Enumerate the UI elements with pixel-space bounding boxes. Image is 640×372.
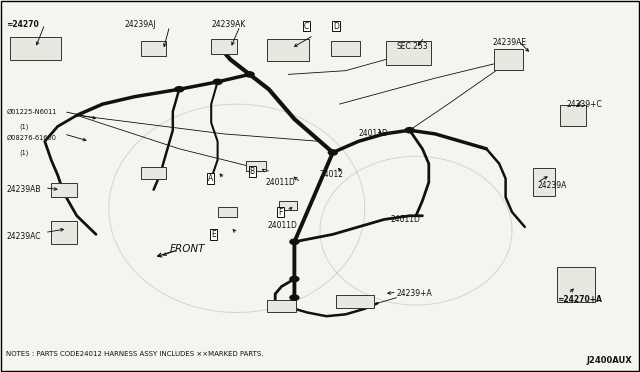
Bar (386, 41, 431, 65)
Bar (332, 41, 360, 56)
Text: B: B (250, 167, 255, 176)
Text: D: D (333, 22, 339, 31)
Text: F: F (278, 208, 283, 217)
Bar (141, 41, 166, 56)
Text: 24239AB: 24239AB (6, 185, 41, 194)
Circle shape (405, 128, 414, 133)
Bar (51, 221, 77, 244)
Text: Ø01225-N6011: Ø01225-N6011 (6, 109, 57, 115)
Text: 24239AJ: 24239AJ (125, 20, 156, 29)
Circle shape (290, 276, 299, 282)
Bar (560, 105, 586, 126)
Text: J2400AUX: J2400AUX (587, 356, 632, 365)
Bar (557, 267, 595, 302)
Bar (141, 167, 166, 179)
Text: 24239AK: 24239AK (211, 20, 246, 29)
Text: 24011D: 24011D (268, 221, 298, 230)
Text: (1): (1) (19, 123, 29, 130)
Text: (1): (1) (19, 149, 29, 156)
Text: 24239AE: 24239AE (493, 38, 527, 47)
Text: ≂24270: ≂24270 (6, 20, 39, 29)
Bar (532, 168, 555, 196)
Circle shape (328, 150, 337, 155)
Bar (279, 201, 297, 210)
Text: ≂24270+A: ≂24270+A (557, 295, 602, 304)
Circle shape (290, 295, 299, 300)
Circle shape (290, 239, 299, 244)
Text: NOTES : PARTS CODE24012 HARNESS ASSY INCLUDES ××MARKED PARTS.: NOTES : PARTS CODE24012 HARNESS ASSY INC… (6, 351, 264, 357)
Text: 24011D: 24011D (266, 178, 296, 187)
Bar (268, 39, 309, 61)
Bar (211, 39, 237, 54)
Text: E: E (211, 230, 216, 239)
Circle shape (175, 87, 184, 92)
Bar (218, 207, 237, 217)
Text: Ø08276-61600: Ø08276-61600 (6, 135, 56, 141)
Bar (268, 300, 296, 312)
Text: 24239A: 24239A (538, 182, 567, 190)
Text: 24011D: 24011D (390, 215, 420, 224)
Text: SEC.253: SEC.253 (397, 42, 428, 51)
Circle shape (245, 72, 254, 77)
Text: 24239AC: 24239AC (6, 232, 41, 241)
Text: C: C (304, 22, 309, 31)
Text: A: A (208, 174, 213, 183)
Text: 24011D: 24011D (358, 129, 388, 138)
Bar (246, 161, 266, 171)
Bar (336, 295, 374, 308)
Circle shape (213, 79, 222, 84)
Text: FRONT: FRONT (170, 244, 205, 254)
Bar (51, 183, 77, 197)
Text: 24239+C: 24239+C (566, 100, 602, 109)
Bar (495, 49, 524, 70)
Text: 24239+A: 24239+A (397, 289, 433, 298)
Bar (10, 37, 61, 60)
Text: 24012: 24012 (320, 170, 344, 179)
